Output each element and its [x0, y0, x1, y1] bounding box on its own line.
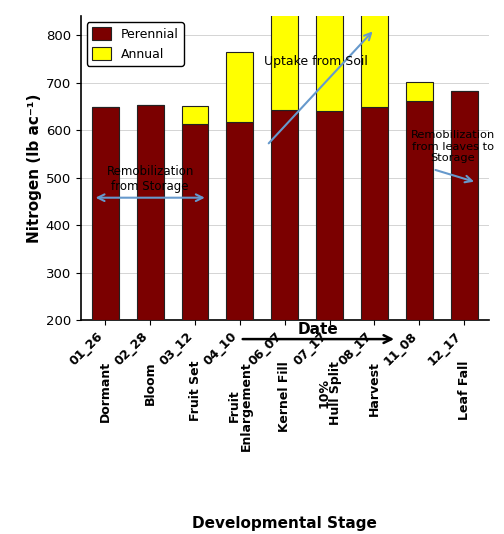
Bar [226, 122, 254, 320]
Bar [451, 91, 478, 320]
Bar [316, 0, 343, 111]
Bar [406, 82, 433, 101]
Bar [181, 106, 209, 124]
Text: Leaf Fall: Leaf Fall [458, 361, 471, 420]
Text: 10%
Hull Split: 10% Hull Split [317, 361, 342, 425]
Text: Date: Date [298, 322, 339, 337]
Text: Remobilization
from Storage: Remobilization from Storage [106, 166, 194, 193]
Bar [406, 101, 433, 320]
Legend: Perennial, Annual: Perennial, Annual [87, 22, 183, 66]
Bar [137, 105, 164, 320]
Text: Fruit
Enlargement: Fruit Enlargement [227, 361, 253, 451]
Bar [316, 111, 343, 320]
Text: Bloom: Bloom [144, 361, 157, 404]
Bar [226, 52, 254, 122]
Text: Developmental Stage: Developmental Stage [193, 516, 377, 531]
Text: Harvest: Harvest [368, 361, 381, 416]
Bar [181, 124, 209, 320]
Text: Uptake from Soil: Uptake from Soil [264, 56, 368, 68]
Text: Dormant: Dormant [99, 361, 112, 422]
Bar [361, 107, 388, 320]
Text: Kernel Fill: Kernel Fill [278, 361, 291, 431]
Bar [271, 0, 298, 110]
Bar [92, 107, 119, 320]
Text: Remobilization
from leaves to
Storage: Remobilization from leaves to Storage [411, 130, 495, 163]
Text: Fruit Set: Fruit Set [188, 361, 202, 421]
Bar [361, 0, 388, 107]
Bar [271, 110, 298, 320]
Y-axis label: Nitrogen (lb ac⁻¹): Nitrogen (lb ac⁻¹) [27, 93, 41, 243]
